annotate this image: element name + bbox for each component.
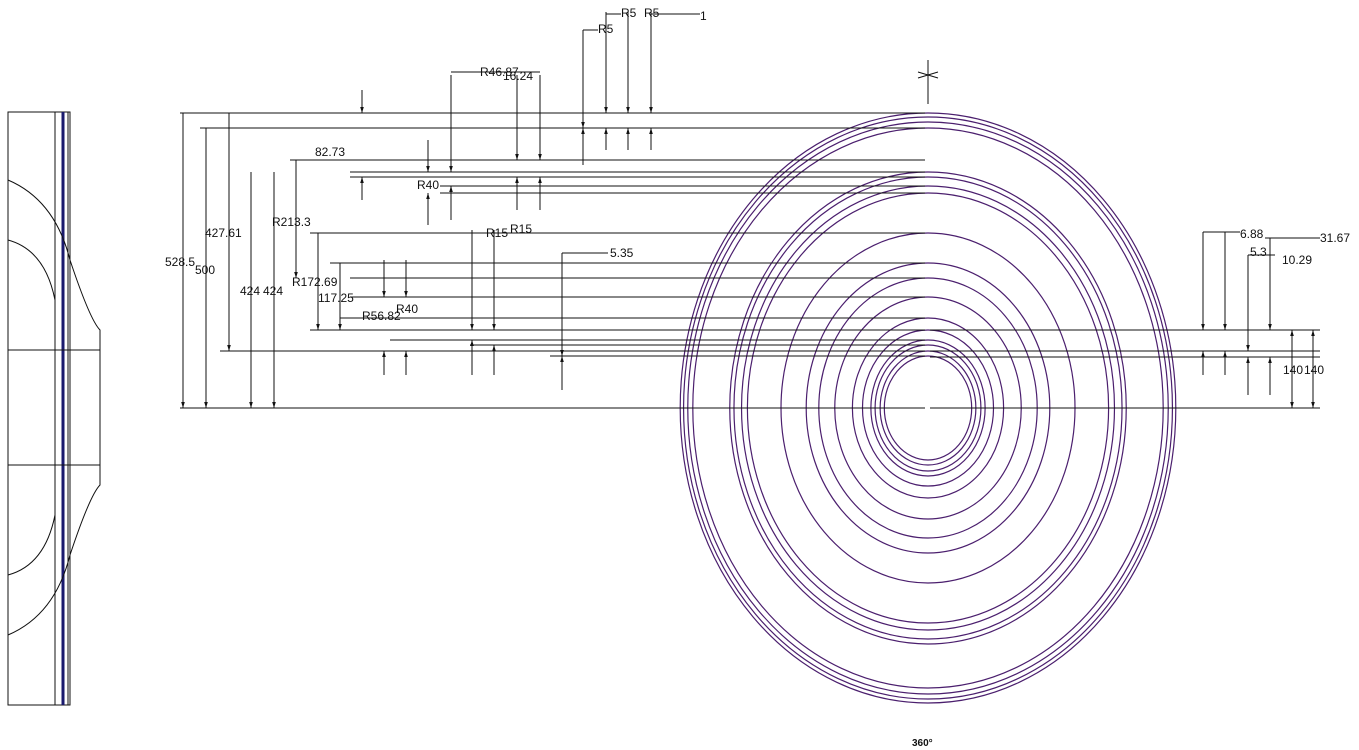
dimension-label: 424 — [240, 284, 260, 298]
dimension-label: R213.3 — [272, 215, 311, 229]
dimension-label: 427.61 — [205, 226, 242, 240]
dimension-label: 117.25 — [318, 291, 354, 305]
leader-line — [918, 60, 938, 104]
dimension-label: 10.29 — [1282, 253, 1312, 267]
dimension-label: R15 — [510, 222, 532, 236]
dimension-lines — [180, 12, 1320, 408]
leader-line — [8, 515, 55, 575]
dimension-label: R5 — [621, 6, 637, 20]
dimension-label: R15 — [486, 226, 508, 240]
drawing: R5 R5 R5 1 R46.87 16.24 82.73 R40 427.61… — [0, 0, 1359, 750]
dimension-label: R40 — [396, 302, 418, 316]
dimension-label: 528.5 — [165, 255, 195, 269]
dimension-label: R5 — [598, 22, 614, 36]
dimension-label: 140 — [1283, 363, 1303, 377]
dimension-label: 5.35 — [610, 246, 634, 260]
dimension-label: R5 — [644, 6, 660, 20]
front-view — [680, 60, 1176, 703]
leader-line — [8, 180, 100, 635]
dimension-label: 16.24 — [503, 69, 533, 83]
dimension-label: 5.3 — [1250, 245, 1267, 259]
side-view — [8, 112, 100, 705]
dimension-label: 140 — [1304, 363, 1324, 377]
dimension-label: 500 — [195, 263, 215, 277]
leader-line — [8, 240, 55, 300]
dimension-label: 82.73 — [315, 145, 345, 159]
dimension-label: 424 — [263, 284, 283, 298]
dimension-labels: R5 R5 R5 1 R46.87 16.24 82.73 R40 427.61… — [165, 6, 1350, 749]
dimension-label: R40 — [417, 178, 439, 192]
dimension-label: 1 — [700, 9, 707, 23]
dimension-label: 360° — [912, 738, 933, 749]
dimension-label: 31.67 — [1320, 231, 1350, 245]
dimension-label: 6.88 — [1240, 227, 1264, 241]
dimension-label: R172.69 — [292, 275, 338, 289]
